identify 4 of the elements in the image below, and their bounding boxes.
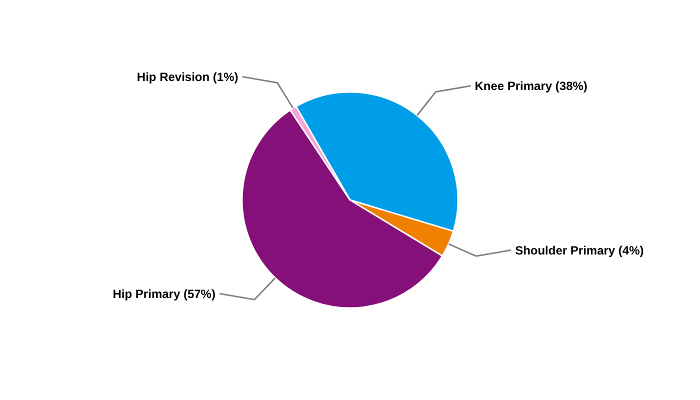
slice-label: Hip Revision (1%)	[136, 70, 238, 84]
slice-label: Hip Primary (57%)	[112, 286, 216, 301]
slice-label: Shoulder Primary (4%)	[515, 243, 644, 258]
slice-label: Knee Primary (38%)	[474, 79, 588, 94]
